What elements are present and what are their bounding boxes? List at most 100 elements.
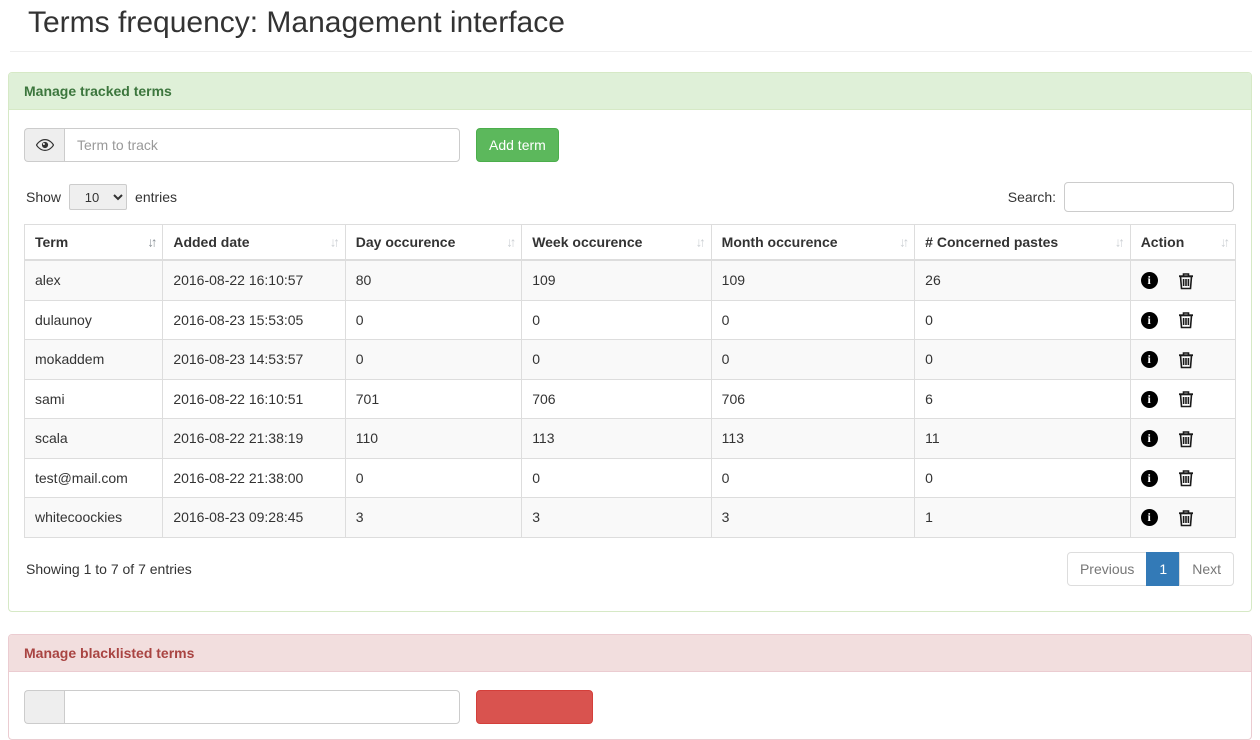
column-header--concerned-pastes[interactable]: # Concerned pastes ↓↑ <box>914 224 1131 261</box>
cell-day: 701 <box>344 378 523 419</box>
cell-month: 0 <box>710 457 916 498</box>
term-info-button[interactable]: i <box>1140 390 1158 408</box>
tracked-terms-table: Term ↓↑ Added date ↓↑ Day occurence ↓↑ Week oc… <box>23 224 1237 538</box>
cell-day: 3 <box>344 497 523 538</box>
cell-week: 706 <box>521 378 712 419</box>
column-header-month-occurence[interactable]: Month occurence ↓↑ <box>710 224 916 261</box>
tracked-terms-panel-heading: Manage tracked terms <box>9 73 1251 110</box>
column-header-week-occurence[interactable]: Week occurence ↓↑ <box>521 224 712 261</box>
trash-icon <box>1178 351 1193 368</box>
column-header-term[interactable]: Term ↓↑ <box>23 224 164 261</box>
cell-pastes: 0 <box>914 457 1131 498</box>
cell-term: scala <box>23 418 164 459</box>
panel-gap <box>8 612 1252 634</box>
term-delete-button[interactable] <box>1178 390 1194 408</box>
info-circle-icon: i <box>1140 272 1158 289</box>
datatable-controls: Show 10 entries Search: <box>26 182 1234 212</box>
trash-icon <box>1178 509 1193 526</box>
cell-added_date: 2016-08-23 15:53:05 <box>162 299 346 340</box>
cell-term: whitecoockies <box>23 497 164 538</box>
term-info-button[interactable]: i <box>1140 351 1158 368</box>
cell-pastes: 0 <box>914 299 1131 340</box>
cell-added_date: 2016-08-23 09:28:45 <box>162 497 346 538</box>
info-circle-icon: i <box>1140 430 1158 447</box>
search-control: Search: <box>1008 182 1234 212</box>
trash-icon <box>1178 470 1193 487</box>
trash-icon <box>1178 312 1193 329</box>
page-length-control: Show 10 entries <box>26 184 177 210</box>
term-info-button[interactable]: i <box>1140 430 1158 447</box>
table-row: mokaddem 2016-08-23 14:53:57 0 0 0 0 i <box>23 339 1237 380</box>
table-row: alex 2016-08-22 16:10:57 80 109 109 26 i <box>23 259 1237 301</box>
info-circle-icon: i <box>1140 351 1158 368</box>
column-header-day-occurence[interactable]: Day occurence ↓↑ <box>344 224 523 261</box>
term-delete-button[interactable] <box>1178 272 1194 290</box>
column-header-action[interactable]: Action ↓↑ <box>1129 224 1237 261</box>
term-info-button[interactable]: i <box>1140 272 1158 289</box>
sort-both-icon: ↓↑ <box>695 234 706 250</box>
add-blacklist-button[interactable] <box>476 689 593 724</box>
action-icons: i <box>1140 390 1194 408</box>
page-length-select[interactable]: 10 <box>69 184 128 210</box>
cell-day: 0 <box>344 339 523 380</box>
table-row: whitecoockies 2016-08-23 09:28:45 3 3 3 1 i <box>23 497 1237 538</box>
trash-icon <box>1178 391 1193 408</box>
sort-both-icon: ↓↑ <box>1220 234 1230 250</box>
trash-icon <box>1178 272 1193 289</box>
cell-month: 706 <box>710 378 916 419</box>
sort-both-icon: ↓↑ <box>899 234 909 250</box>
cell-action: i <box>1129 418 1237 459</box>
cell-month: 3 <box>710 497 916 538</box>
pagination: Previous 1 Next <box>1066 551 1234 586</box>
term-info-button[interactable]: i <box>1140 311 1158 329</box>
add-term-button[interactable]: Add term <box>476 128 559 162</box>
show-label: Show <box>26 189 62 205</box>
cell-added_date: 2016-08-22 16:10:57 <box>162 259 346 301</box>
cell-added_date: 2016-08-22 21:38:19 <box>162 418 346 459</box>
term-info-button[interactable]: i <box>1140 509 1158 526</box>
tracked-terms-panel: Manage tracked terms Add term <box>8 72 1252 612</box>
cell-added_date: 2016-08-22 21:38:00 <box>162 457 346 498</box>
pagination-next[interactable]: Next <box>1179 551 1234 586</box>
cell-pastes: 0 <box>914 339 1131 380</box>
info-circle-icon: i <box>1140 509 1158 526</box>
cell-term: sami <box>23 378 164 419</box>
pagination-page-1[interactable]: 1 <box>1146 551 1181 586</box>
cell-day: 80 <box>344 259 523 301</box>
column-header-added-date[interactable]: Added date ↓↑ <box>162 224 346 261</box>
term-delete-button[interactable] <box>1178 430 1194 448</box>
info-circle-icon: i <box>1140 469 1158 487</box>
page-title: Terms frequency: Management interface <box>28 6 565 39</box>
table-search-input[interactable] <box>1064 182 1234 212</box>
term-delete-button[interactable] <box>1178 469 1194 487</box>
sort-both-icon: ↓↑ <box>1114 234 1125 250</box>
cell-pastes: 11 <box>914 418 1131 459</box>
table-header-row: Term ↓↑ Added date ↓↑ Day occurence ↓↑ Week oc… <box>23 224 1237 261</box>
cell-added_date: 2016-08-22 16:10:51 <box>162 378 346 419</box>
table-info-text: Showing 1 to 7 of 7 entries <box>26 560 192 577</box>
action-icons: i <box>1140 509 1194 527</box>
cell-month: 113 <box>710 418 916 459</box>
blacklist-term-input[interactable] <box>64 689 460 724</box>
term-info-button[interactable]: i <box>1140 469 1158 487</box>
cell-week: 3 <box>521 497 712 538</box>
table-row: sami 2016-08-22 16:10:51 701 706 706 6 i <box>23 378 1237 419</box>
sort-both-icon: ↓↑ <box>506 234 516 250</box>
cell-week: 109 <box>521 259 712 301</box>
sort-both-icon: ↓↑ <box>329 234 340 250</box>
cell-week: 0 <box>521 299 712 340</box>
cell-action: i <box>1129 497 1237 538</box>
term-delete-button[interactable] <box>1178 351 1194 369</box>
action-icons: i <box>1140 430 1194 448</box>
cell-term: test@mail.com <box>23 457 164 498</box>
term-delete-button[interactable] <box>1178 311 1194 329</box>
term-input-addon <box>24 128 64 162</box>
cell-term: mokaddem <box>23 339 164 380</box>
term-delete-button[interactable] <box>1178 509 1194 527</box>
tracked-terms-panel-body: Add term Show 10 entries Search: <box>9 110 1251 611</box>
pagination-previous[interactable]: Previous <box>1066 551 1148 586</box>
term-to-track-input[interactable] <box>64 128 460 162</box>
add-term-form: Add term <box>24 128 1236 162</box>
cell-day: 0 <box>344 457 523 498</box>
